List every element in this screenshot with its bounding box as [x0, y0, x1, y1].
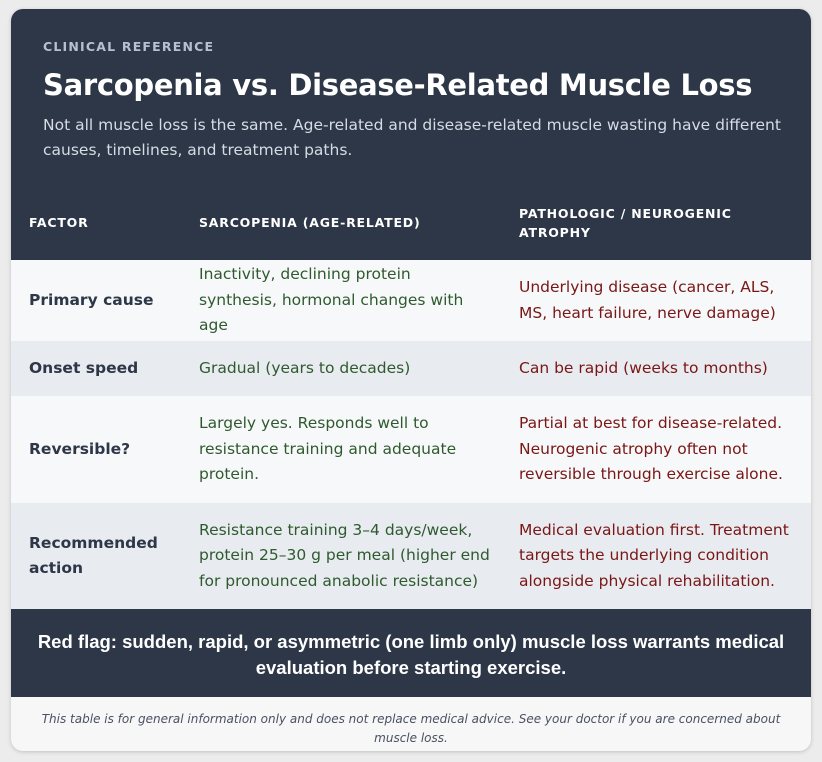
table-row: Onset speed Gradual (years to decades) C…: [11, 341, 811, 396]
row-factor: Recommended action: [11, 503, 181, 609]
table-header-row: FACTOR SARCOPENIA (AGE-RELATED) PATHOLOG…: [11, 185, 811, 260]
table-row: Reversible? Largely yes. Responds well t…: [11, 396, 811, 503]
table-row: Primary cause Inactivity, declining prot…: [11, 260, 811, 341]
row-sarcopenia: Inactivity, declining protein synthesis,…: [181, 260, 501, 341]
reference-card: CLINICAL REFERENCE Sarcopenia vs. Diseas…: [11, 9, 811, 751]
column-header-pathologic: PATHOLOGIC / NEUROGENIC ATROPHY: [501, 185, 811, 260]
row-sarcopenia: Largely yes. Responds well to resistance…: [181, 396, 501, 503]
disclaimer-text: This table is for general information on…: [41, 712, 781, 745]
table-body: Primary cause Inactivity, declining prot…: [11, 260, 811, 609]
red-flag-banner: Red flag: sudden, rapid, or asymmetric (…: [11, 609, 811, 697]
page-subtitle: Not all muscle loss is the same. Age-rel…: [43, 116, 781, 159]
row-sarcopenia: Gradual (years to decades): [181, 341, 501, 396]
card-header: CLINICAL REFERENCE Sarcopenia vs. Diseas…: [11, 9, 811, 185]
row-factor: Onset speed: [11, 341, 181, 396]
eyebrow-label: CLINICAL REFERENCE: [43, 39, 215, 54]
comparison-table: FACTOR SARCOPENIA (AGE-RELATED) PATHOLOG…: [11, 185, 811, 609]
row-pathologic: Underlying disease (cancer, ALS, MS, hea…: [501, 260, 811, 341]
row-factor: Primary cause: [11, 260, 181, 341]
page-title: Sarcopenia vs. Disease-Related Muscle Lo…: [43, 68, 753, 102]
row-pathologic: Partial at best for disease-related. Neu…: [501, 396, 811, 503]
table-header: FACTOR SARCOPENIA (AGE-RELATED) PATHOLOG…: [11, 185, 811, 260]
row-factor: Reversible?: [11, 396, 181, 503]
row-pathologic: Medical evaluation first. Treatment targ…: [501, 503, 811, 609]
row-sarcopenia: Resistance training 3–4 days/week, prote…: [181, 503, 501, 609]
row-pathologic: Can be rapid (weeks to months): [501, 341, 811, 396]
column-header-factor: FACTOR: [11, 185, 181, 260]
table-row: Recommended action Resistance training 3…: [11, 503, 811, 609]
column-header-sarcopenia: SARCOPENIA (AGE-RELATED): [181, 185, 501, 260]
